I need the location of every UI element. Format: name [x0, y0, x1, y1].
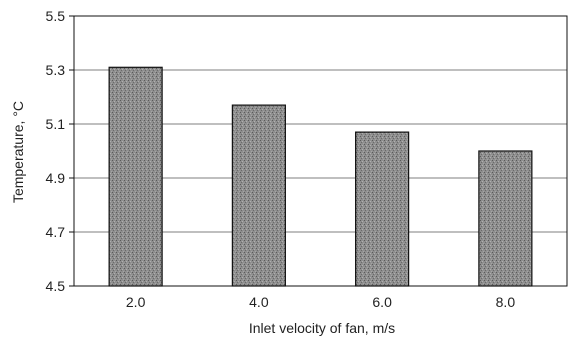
x-axis-label: Inlet velocity of fan, m/s: [249, 320, 395, 336]
y-tick-label: 5.5: [46, 8, 66, 24]
y-tick-label: 4.7: [46, 224, 66, 240]
bars: [108, 66, 533, 287]
y-tick-label: 5.1: [46, 116, 66, 132]
bar: [231, 104, 286, 287]
bar: [108, 66, 163, 287]
y-axis-label: Temperature, °C: [10, 101, 26, 203]
bar: [355, 131, 410, 287]
x-tick-label: 4.0: [249, 294, 269, 310]
plot-area-frame: [73, 15, 568, 287]
x-tick-label: 8.0: [496, 294, 516, 310]
y-tick-label: 4.9: [46, 170, 66, 186]
y-tick-label: 5.3: [46, 62, 66, 78]
bar: [478, 150, 533, 287]
y-axis-ticks: 4.5 4.7 4.9 5.1 5.3 5.5: [46, 8, 74, 294]
x-tick-label: 2.0: [126, 294, 146, 310]
y-tick-label: 4.5: [46, 278, 66, 294]
x-tick-label: 6.0: [372, 294, 392, 310]
x-axis-ticks: 2.0 4.0 6.0 8.0: [126, 294, 515, 310]
